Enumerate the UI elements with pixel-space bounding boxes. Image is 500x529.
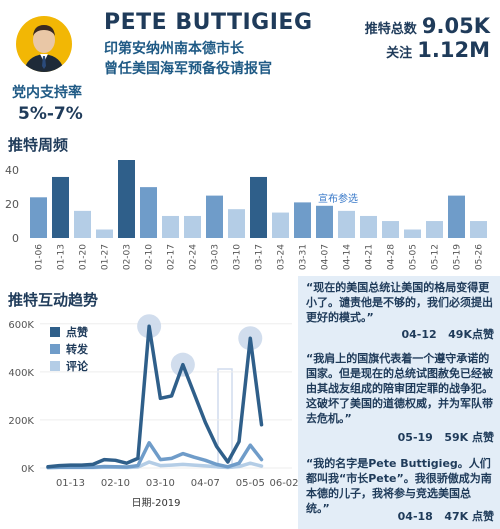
x-tick-label: 05-05 [409,244,419,270]
series-line [46,324,264,469]
x-tick-label: 05-19 [453,244,463,270]
legend-swatch [50,344,60,354]
bar [206,195,223,238]
avatar [16,16,72,72]
bar [470,221,487,238]
bar [140,187,157,238]
bar [250,176,267,238]
x-tick-label: 06-02 [269,478,298,489]
x-tick-label: 03-31 [299,244,309,270]
x-tick-label: 04-07 [191,478,220,489]
quote-text: “我的名字是Pete Buttigieg。人们都叫我“市长Pete”。我很骄傲成… [306,457,492,515]
x-tick-label: 04-07 [321,244,331,270]
x-tick-label: 03-24 [277,244,287,270]
quote-text: “现在的美国总统让美国的格局变得更小了。谴责他是不够的，我们必须提出更好的模式。… [306,281,493,324]
subtitle-navy: 曾任美国海军预备役请报官 [104,61,272,77]
series-line [46,441,264,470]
annotation: 宣布参选 [318,192,358,205]
support-value: 5%-7% [18,104,83,124]
x-axis-label: 日期-2019 [131,497,180,509]
x-tick-label: 01-13 [56,478,85,489]
followers-value: 1.12M [417,38,490,62]
quote-meta: 04-12 49K点赞 [401,326,494,342]
bar [294,202,311,238]
bar [272,212,289,238]
bar [448,195,465,238]
x-tick-label: 03-10 [146,478,175,489]
x-tick-label: 02-17 [167,244,177,270]
x-tick-label: 03-10 [233,244,243,270]
y-tick-label: 0K [21,464,34,475]
legend-label: 评论 [66,359,89,373]
bar [184,215,201,238]
x-tick-label: 03-17 [255,244,265,270]
quote-likes: 59K 点赞 [444,431,494,444]
bar [162,215,179,238]
legend-label: 点赞 [66,325,88,339]
quote-text: “我肩上的国旗代表着一个遵守承诺的国家。但是现在的总统试图赦免已经被由其战友组成… [306,352,493,425]
x-tick-label: 01-20 [79,244,89,270]
x-tick-label: 02-03 [123,244,133,270]
x-tick-label: 04-21 [365,244,375,270]
x-tick-label: 04-28 [387,244,397,270]
y-tick-label: 200K [8,416,34,427]
quote-date: 04-18 [397,510,433,523]
quote-date: 05-19 [397,431,433,444]
quote-likes: 49K点赞 [448,328,494,341]
legend-swatch [50,327,60,337]
bar [228,209,245,238]
quote-panel: “现在的美国总统让美国的格局变得更小了。谴责他是不够的，我们必须提出更好的模式。… [298,276,500,529]
quote-likes: 47K 点赞 [444,510,494,523]
x-tick-label: 02-24 [189,244,199,270]
tweets-value: 9.05K [421,14,490,38]
subtitle-mayor: 印第安纳州南本德市长 [104,41,244,57]
bar [404,229,421,238]
bar [96,229,113,238]
y-tick-label: 20 [5,198,19,211]
quote-meta: 04-18 47K 点赞 [398,508,494,524]
tweets-stat: 推特总数 9.05K [365,14,490,38]
quote-date: 04-12 [401,328,437,341]
engagement-line-chart: 0K 200K 400K 600K 01-13 02-10 03-10 04-07 05-05 0… [8,314,299,509]
bar [74,210,91,238]
bar [30,197,47,238]
y-tick-label: 400K [8,368,34,379]
x-tick-label: 04-14 [343,244,353,270]
x-tick-label: 05-12 [431,244,441,270]
followers-stat: 关注 1.12M [386,38,490,62]
x-tick-label: 03-03 [211,244,221,270]
support-label: 党内支持率 [12,85,82,101]
y-tick-label: 40 [5,164,19,177]
followers-label: 关注 [386,46,413,61]
weekly-bar-chart: 0 20 40 01-06 01-13 01-20 01-27 02-03 02-10 02-17… [5,160,487,270]
x-tick-label: 01-13 [57,244,67,270]
legend-swatch [50,361,60,371]
x-tick-label: 05-05 [236,478,265,489]
x-tick-label: 01-27 [101,244,111,270]
legend-label: 转发 [66,342,89,356]
line-chart-title: 推特互动趋势 [8,291,99,309]
page-title: PETE BUTTIGIEG [104,10,313,35]
x-tick-label: 02-10 [101,478,130,489]
x-tick-label: 05-26 [475,244,485,270]
bar [118,160,135,238]
bar [316,205,333,238]
bar [382,221,399,238]
y-tick-label: 0 [12,232,19,245]
bar-chart-title: 推特周频 [8,136,69,154]
bar [360,215,377,238]
y-tick-label: 600K [8,320,34,331]
x-tick-label: 01-06 [35,244,45,270]
x-tick-label: 02-10 [145,244,155,270]
bar [338,210,355,238]
tweets-label: 推特总数 [364,22,417,37]
bar [52,176,69,238]
quote-meta: 05-19 59K 点赞 [398,429,494,445]
bar [426,221,443,238]
